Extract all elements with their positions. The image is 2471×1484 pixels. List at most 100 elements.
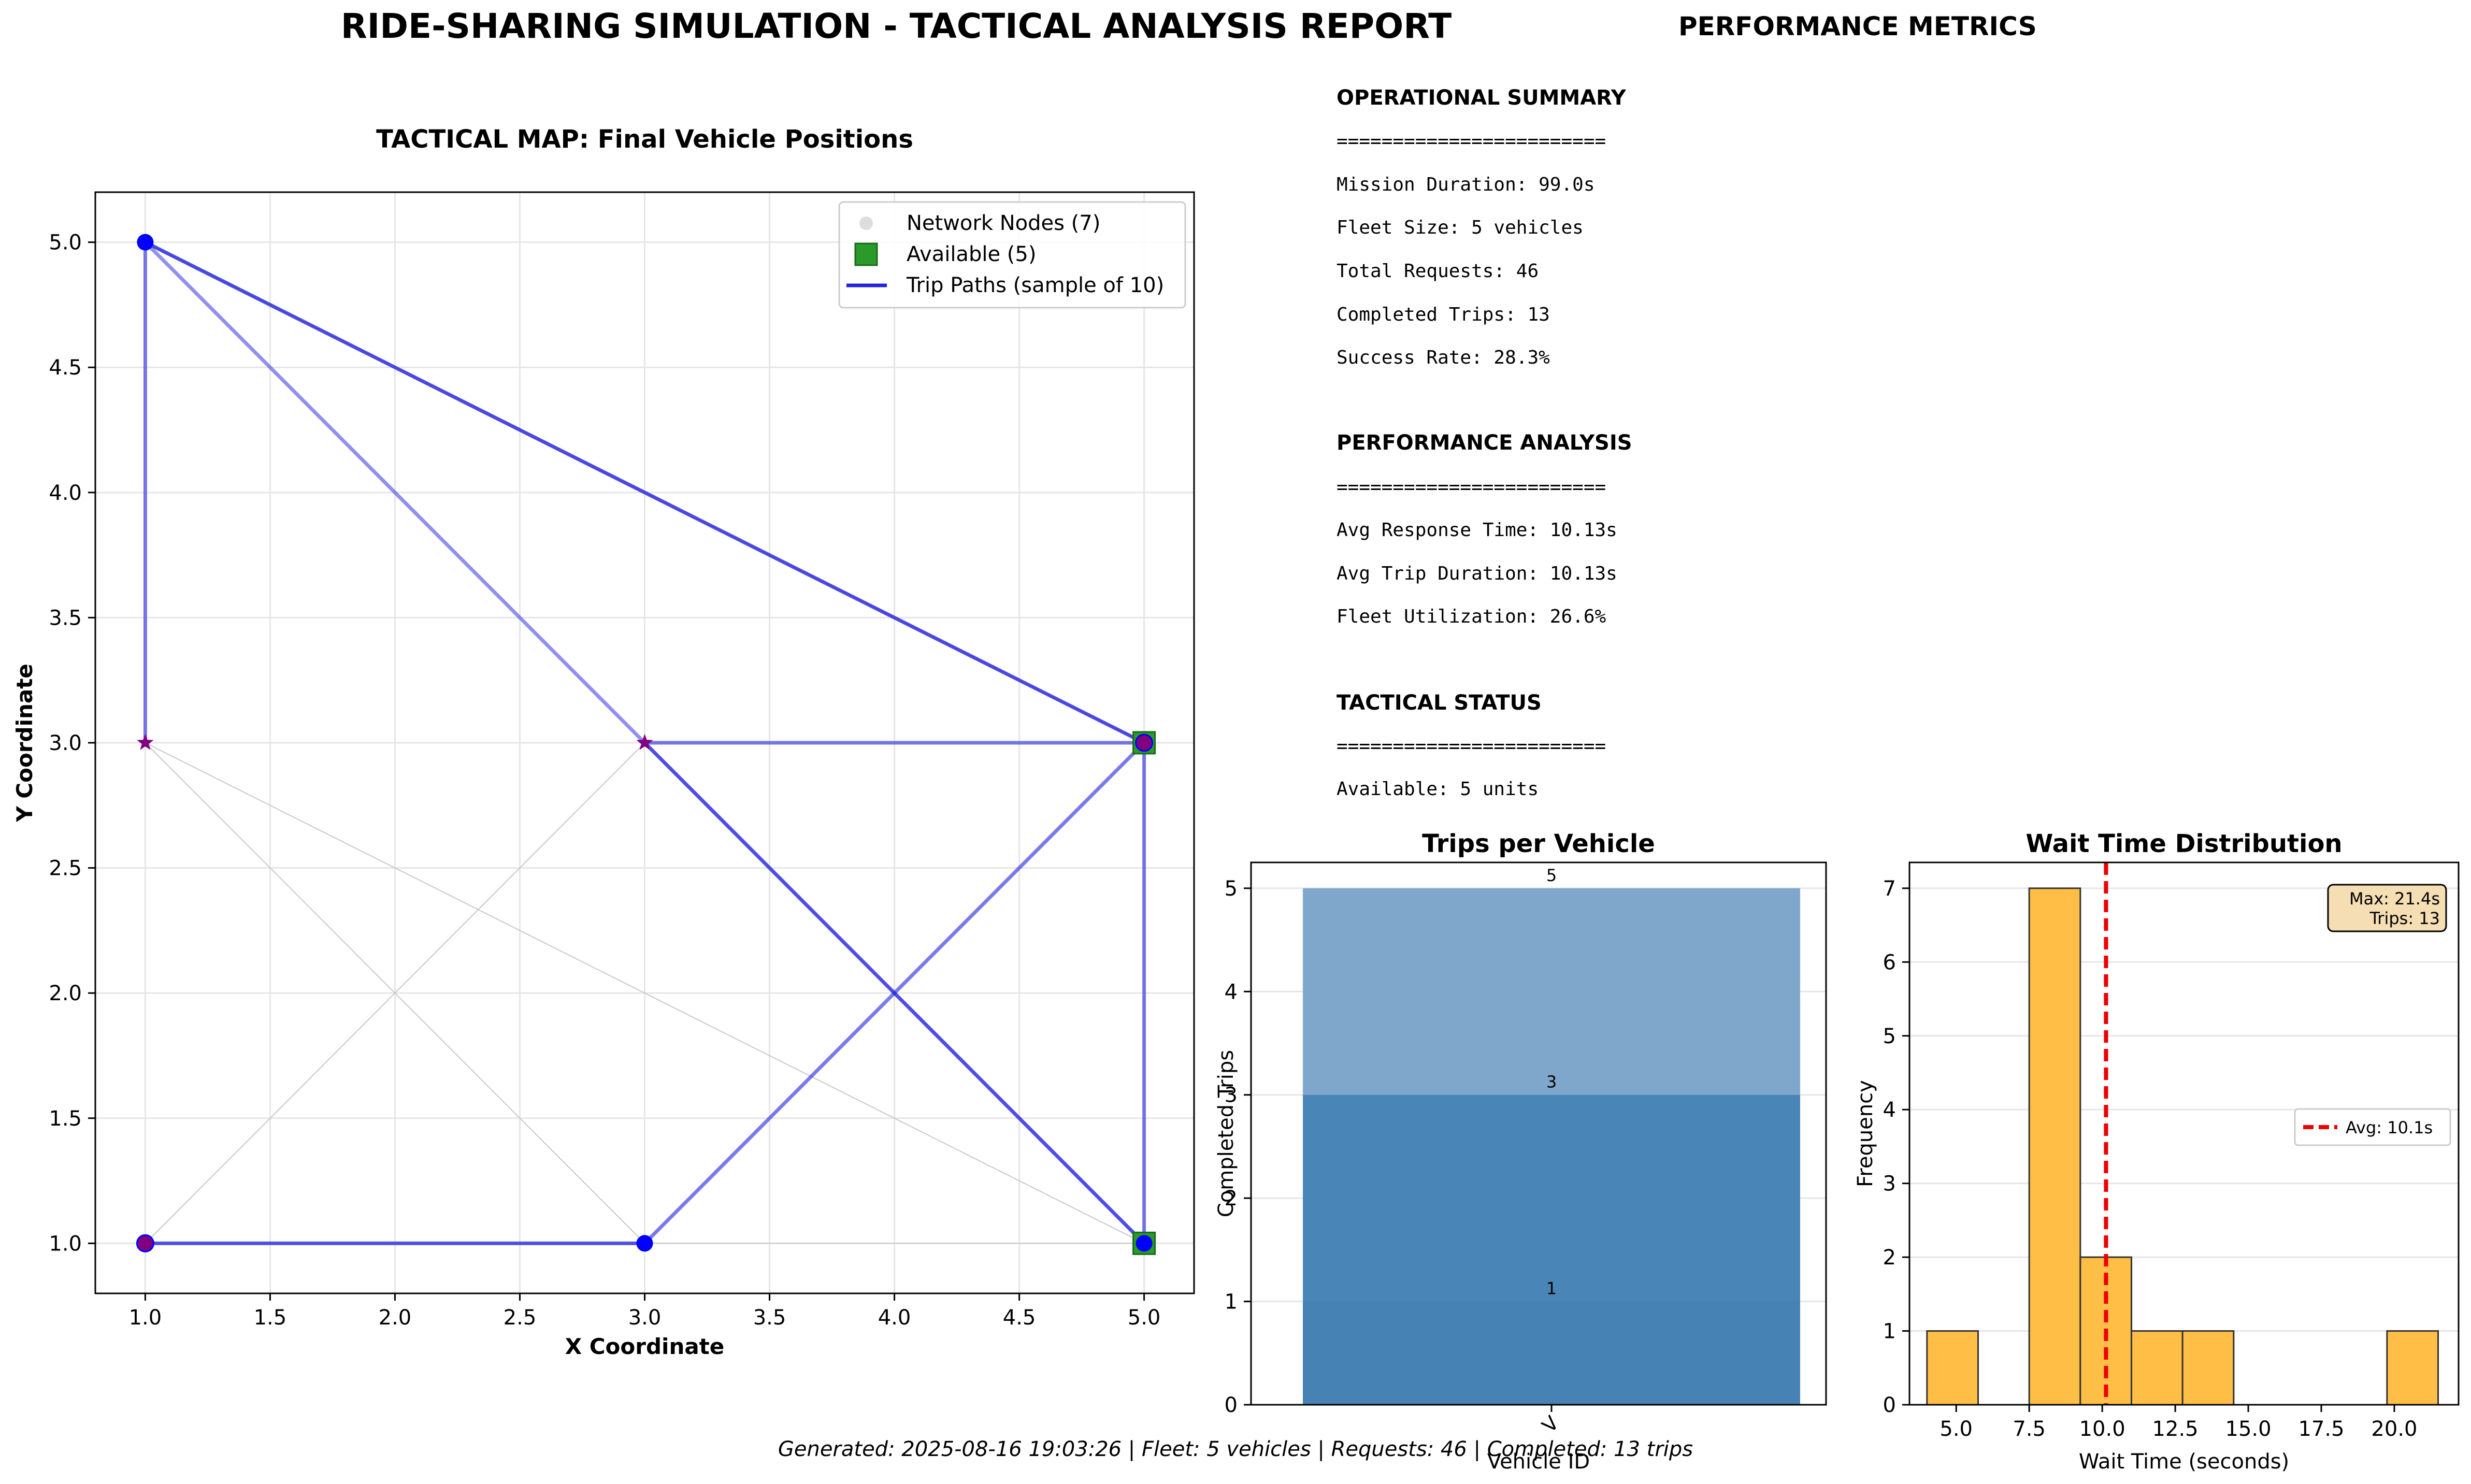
bar-value-label: 5	[1546, 866, 1557, 885]
histogram-bar	[1926, 1330, 1979, 1406]
metric-line: Mission Duration: 99.0s	[1337, 174, 1595, 195]
bar-value-label: 3	[1546, 1072, 1557, 1092]
bar	[1303, 1301, 1800, 1405]
section-separator: ========================	[1337, 477, 1606, 498]
y-tick-label: 3	[1225, 1084, 1238, 1107]
network-edge	[145, 742, 645, 1244]
metric-line: Total Requests: 46	[1337, 261, 1539, 282]
trip-path	[643, 741, 1146, 1245]
y-tick-label: 2.0	[49, 982, 82, 1005]
request-star	[137, 734, 154, 750]
metric-line: Avg Trip Duration: 10.13s	[1337, 563, 1617, 584]
y-tick-label: 3.5	[49, 606, 82, 630]
y-tick-label: 1.0	[49, 1232, 82, 1256]
y-tick-label: 0	[1225, 1393, 1238, 1417]
legend-box	[838, 201, 1186, 309]
histogram-bar	[2028, 887, 2081, 1406]
x-tick-label: 4.0	[878, 1306, 911, 1330]
legend-label: Available (5)	[907, 242, 1036, 266]
map-legend: Network Nodes (7) Available (5) Trip Paths…	[838, 201, 1186, 309]
y-tick-label: 4.0	[49, 481, 82, 505]
x-tick-label: 20.0	[2371, 1417, 2417, 1441]
metrics-title: PERFORMANCE METRICS	[1678, 11, 2037, 41]
y-tick-label: 5	[1225, 877, 1238, 901]
plot-frame	[1250, 861, 1827, 1406]
y-tick-label: 2.5	[49, 857, 82, 881]
x-axis-label: Vehicle ID	[1487, 1450, 1590, 1474]
legend-label: Avg: 10.1s	[2346, 1118, 2433, 1137]
metric-line: Fleet Size: 5 vehicles	[1337, 217, 1584, 238]
y-tick-label: 5.0	[49, 231, 82, 255]
metric-line: Completed Trips: 13	[1337, 304, 1550, 325]
x-tick-label: 4.5	[1003, 1306, 1036, 1330]
y-tick-label: 1	[1883, 1320, 1896, 1344]
vehicle-point	[1135, 733, 1154, 752]
tactical-map-chart: 1.0 1.5 2.0 2.5 3.0 3.5 4.0 4.5 5.0 1.0 1.5 2.0 2.5 3…	[12, 125, 1195, 1359]
plot-frame	[1908, 861, 2460, 1406]
metric-line: Avg Response Time: 10.13s	[1337, 520, 1617, 541]
x-tick-label: 5.0	[1128, 1306, 1161, 1330]
x-tick-label: V	[1538, 1411, 1563, 1437]
metric-line: Available: 5 units	[1337, 779, 1539, 800]
legend-label: Network Nodes (7)	[907, 211, 1100, 235]
section-heading: OPERATIONAL SUMMARY	[1337, 86, 1626, 110]
y-tick-label: 7	[1883, 877, 1896, 901]
x-tick-label: 17.5	[2298, 1417, 2344, 1441]
y-tick-label: 4	[1225, 980, 1238, 1004]
x-tick-label: 2.5	[504, 1306, 537, 1330]
x-tick-label: 3.0	[628, 1306, 662, 1330]
x-tick-label: 2.0	[379, 1306, 412, 1330]
histogram-bar	[2181, 1330, 2235, 1406]
request-star	[636, 734, 653, 750]
y-tick-label: 0	[1883, 1393, 1896, 1417]
metric-line: Success Rate: 28.3%	[1337, 347, 1550, 368]
chart-title: TACTICAL MAP: Final Vehicle Positions	[376, 125, 913, 154]
y-tick-label: 4	[1883, 1098, 1896, 1122]
x-tick-label: 10.0	[2079, 1417, 2125, 1441]
trip-path	[143, 240, 647, 745]
vehicle-point	[636, 1235, 653, 1252]
y-tick-label: 3.0	[49, 731, 82, 755]
section-heading: TACTICAL STATUS	[1337, 691, 1542, 715]
y-tick-label: 2	[1883, 1246, 1896, 1270]
metric-line: Fleet Utilization: 26.6%	[1337, 606, 1606, 627]
x-tick-label: 5.0	[1940, 1417, 1973, 1441]
x-tick-label: 3.5	[753, 1306, 786, 1330]
y-tick-label: 4.5	[49, 356, 82, 380]
annotation-line: Trips: 13	[2369, 909, 2440, 928]
section-separator: ========================	[1337, 131, 1606, 152]
histogram-bar	[2386, 1330, 2439, 1406]
y-tick-label: 3	[1883, 1172, 1896, 1196]
bar-value-label: 1	[1546, 1279, 1557, 1299]
y-tick-label: 2	[1225, 1187, 1238, 1211]
legend-label: Trip Paths (sample of 10)	[906, 273, 1164, 297]
y-axis-label: Completed Trips	[1214, 1050, 1238, 1217]
y-tick-label: 6	[1883, 950, 1896, 974]
section-heading: PERFORMANCE ANALYSIS	[1337, 431, 1632, 455]
vehicle-point	[136, 1234, 154, 1252]
x-axis-label: Wait Time (seconds)	[2079, 1450, 2289, 1474]
y-axis-label: Frequency	[1854, 1080, 1877, 1187]
wait-legend: Avg: 10.1s	[2294, 1108, 2451, 1146]
x-axis-label: X Coordinate	[565, 1334, 725, 1359]
legend-box	[2294, 1108, 2451, 1146]
vehicle-point	[137, 234, 154, 251]
wait-time-chart: 5.0 7.5 10.0 12.5 15.0 17.5 20.0 0 1 2 3 4 5 6 7 Wait T…	[1854, 829, 2460, 1474]
y-tick-label: 1.5	[49, 1107, 82, 1131]
annotation-box	[2327, 884, 2447, 932]
histogram-bar	[2131, 1330, 2183, 1406]
trips-per-vehicle-chart: 5 3 1 0 1 2 3 4 5 V Trips per Vehicle Vehicle ID Com…	[1214, 829, 1827, 1474]
vehicle-point	[1136, 1235, 1153, 1252]
y-tick-label: 5	[1883, 1025, 1896, 1048]
x-tick-label: 1.5	[254, 1306, 287, 1330]
page-title: RIDE-SHARING SIMULATION - TACTICAL ANALY…	[340, 6, 1452, 46]
legend-available-swatch	[854, 242, 878, 266]
legend-node-swatch	[859, 217, 873, 230]
x-tick-label: 1.0	[129, 1306, 162, 1330]
annotation-line: Max: 21.4s	[2349, 889, 2440, 909]
y-axis-label: Y Coordinate	[12, 664, 37, 823]
chart-title: Trips per Vehicle	[1422, 829, 1655, 858]
x-tick-label: 15.0	[2225, 1417, 2272, 1441]
